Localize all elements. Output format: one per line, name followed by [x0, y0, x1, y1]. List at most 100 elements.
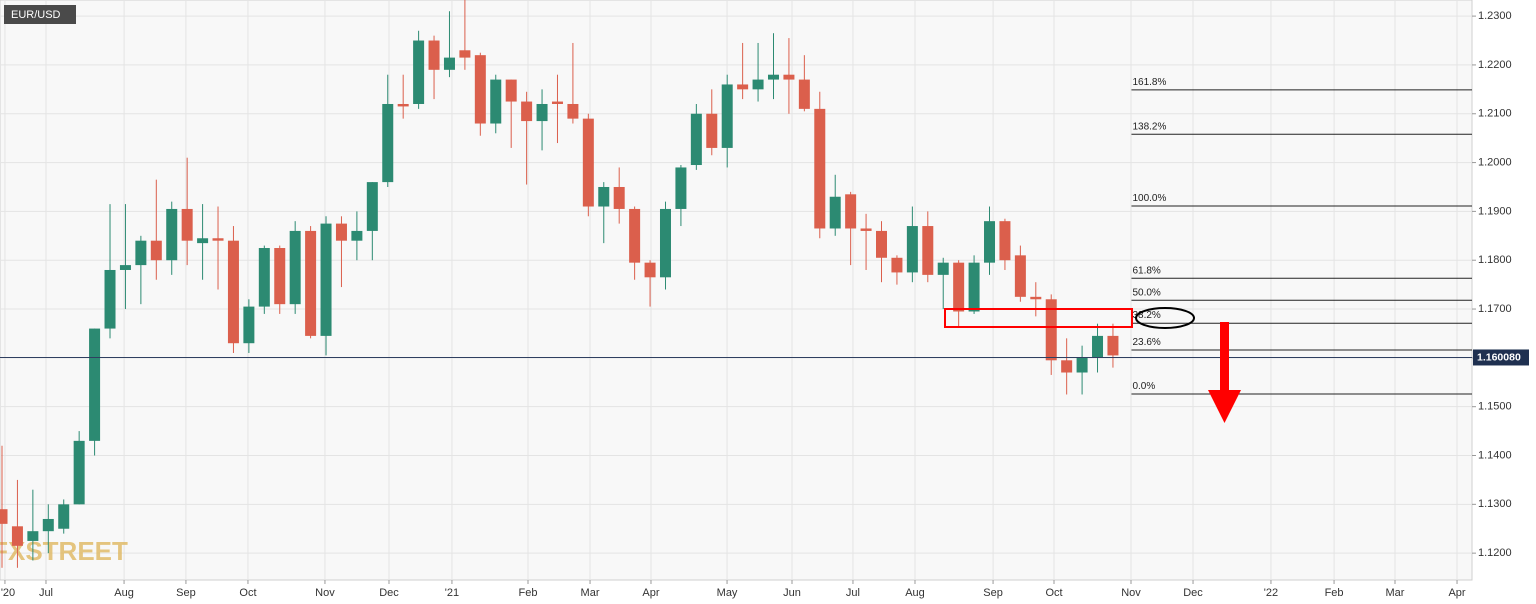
candle-body — [0, 509, 8, 524]
candle-body — [536, 103, 548, 122]
candle-body — [953, 262, 965, 312]
fib-label: 100.0% — [1132, 193, 1166, 204]
x-tick-label: Aug — [905, 587, 925, 599]
highlight-circle — [1135, 307, 1195, 329]
x-tick-label: Jul — [39, 587, 53, 599]
candle-body — [397, 103, 409, 107]
candle-body — [937, 262, 949, 275]
candle-body — [335, 223, 347, 241]
candle-body — [305, 230, 317, 336]
candle-body — [104, 269, 116, 329]
fib-label: 50.0% — [1132, 287, 1160, 298]
candle-body — [274, 248, 286, 305]
candle-body — [968, 262, 980, 312]
plot-area — [0, 0, 1473, 581]
candle-body — [58, 504, 70, 529]
candle-body — [212, 238, 224, 241]
y-tick-label: 1.2000 — [1478, 156, 1512, 168]
axes: 1.12001.13001.14001.15001.16001.17001.18… — [1, 10, 1529, 599]
candle-body — [150, 240, 162, 261]
candle-body — [382, 103, 394, 183]
candle-body — [767, 74, 779, 80]
x-tick-label: Dec — [1183, 587, 1203, 599]
y-tick-label: 1.1400 — [1478, 449, 1512, 461]
y-tick-label: 1.1500 — [1478, 401, 1512, 413]
candle-body — [227, 240, 239, 344]
fib-label: 38.2% — [1132, 310, 1160, 321]
fib-label: 61.8% — [1132, 265, 1160, 276]
x-tick-label: Nov — [315, 587, 335, 599]
candle-body — [891, 257, 903, 273]
highlight-box — [944, 308, 1133, 328]
candle-body — [845, 194, 857, 229]
x-tick-label: '20 — [1, 587, 15, 599]
candle-body — [490, 79, 502, 124]
candle-body — [1045, 299, 1057, 361]
candle-body — [1076, 357, 1088, 373]
fib-label: 23.6% — [1132, 337, 1160, 348]
candle-body — [984, 221, 996, 263]
candle-body — [197, 238, 209, 244]
candle-body — [999, 221, 1011, 261]
candle-body — [166, 208, 178, 261]
last-price-badge — [1473, 349, 1529, 366]
x-tick-label: Aug — [114, 587, 134, 599]
x-tick-label: Jul — [846, 587, 860, 599]
x-tick-label: Mar — [581, 587, 600, 599]
candle-body — [428, 40, 440, 70]
candle-body — [459, 50, 471, 58]
candle-body — [351, 230, 363, 241]
x-tick-label: Apr — [1448, 587, 1465, 599]
y-tick-label: 1.1900 — [1478, 205, 1512, 217]
y-tick-label: 1.2200 — [1478, 59, 1512, 71]
candle-body — [876, 230, 888, 258]
candle-body — [89, 328, 101, 441]
candle-body — [860, 228, 872, 231]
candle-body — [598, 186, 610, 207]
candle-body — [320, 223, 332, 336]
y-tick-label: 1.2100 — [1478, 108, 1512, 120]
candle-body — [42, 518, 54, 532]
y-tick-label: 1.2300 — [1478, 10, 1512, 22]
y-tick-label: 1.1800 — [1478, 254, 1512, 266]
candle-body — [814, 108, 826, 229]
candle-body — [474, 55, 486, 124]
candle-body — [181, 208, 193, 241]
candle-body — [737, 84, 749, 90]
x-tick-label: Dec — [379, 587, 399, 599]
candle-body — [629, 208, 641, 263]
candle-body — [27, 531, 39, 541]
candle-body — [644, 262, 656, 278]
x-tick-label: Jun — [783, 587, 801, 599]
candle-body — [413, 40, 425, 104]
x-tick-label: '22 — [1264, 587, 1278, 599]
x-tick-label: Oct — [1045, 587, 1062, 599]
arrow-head — [1208, 390, 1241, 423]
x-tick-label: Oct — [239, 587, 256, 599]
y-tick-label: 1.1700 — [1478, 303, 1512, 315]
x-tick-label: Nov — [1121, 587, 1141, 599]
x-tick-label: Sep — [176, 587, 196, 599]
fib-label: 161.8% — [1132, 77, 1166, 88]
candle-body — [119, 265, 131, 270]
x-tick-label: May — [717, 587, 738, 599]
candle-body — [366, 182, 378, 231]
candle-body — [1061, 360, 1073, 373]
x-tick-label: Feb — [519, 587, 538, 599]
candle-body — [675, 167, 687, 209]
symbol-badge — [4, 5, 76, 24]
candle-body — [706, 113, 718, 148]
fib-label: 138.2% — [1132, 121, 1166, 132]
candle-body — [135, 240, 147, 266]
candle-body — [1107, 335, 1119, 356]
candle-body — [582, 118, 594, 207]
arrow-shaft — [1220, 322, 1229, 392]
candle-body — [505, 79, 517, 102]
x-tick-label: '21 — [445, 587, 459, 599]
x-tick-label: Sep — [983, 587, 1003, 599]
candle-body — [1014, 255, 1026, 297]
candle-body — [659, 208, 671, 278]
candle-body — [11, 526, 23, 546]
fib-label: 0.0% — [1132, 381, 1155, 392]
